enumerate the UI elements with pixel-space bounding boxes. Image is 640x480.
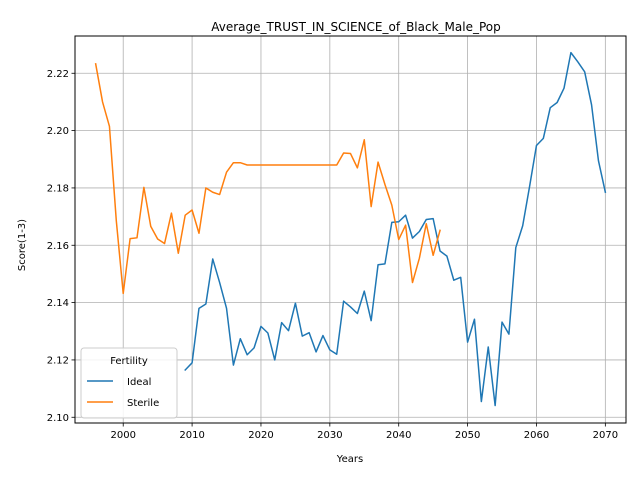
y-axis-label: Score(1-3)	[17, 219, 28, 271]
chart-title: Average_TRUST_IN_SCIENCE_of_Black_Male_P…	[211, 20, 500, 34]
y-axis-ticks: 2.10 2.12 2.14 2.16 2.18 2.20 2.22	[47, 69, 75, 424]
y-tick-label: 2.10	[47, 413, 69, 424]
x-axis-label: Years	[336, 454, 363, 465]
series-line-sterile	[94, 62, 441, 295]
x-tick-label: 2070	[593, 430, 618, 441]
series-lines	[94, 51, 607, 407]
y-tick-label: 2.14	[47, 298, 69, 309]
x-tick-label: 2060	[524, 430, 549, 441]
legend-items: Ideal Sterile	[87, 377, 159, 409]
series-line-ideal	[184, 51, 607, 407]
x-tick-label: 2010	[179, 430, 204, 441]
plot-frame	[74, 35, 627, 424]
x-tick-label: 2000	[110, 430, 135, 441]
x-tick-label: 2020	[248, 430, 273, 441]
y-tick-label: 2.22	[47, 69, 69, 80]
x-tick-label: 2050	[455, 430, 480, 441]
legend-label-sterile: Sterile	[127, 398, 159, 409]
grid-lines	[75, 36, 626, 423]
y-tick-label: 2.20	[47, 126, 69, 137]
legend: Fertility Ideal Sterile	[80, 347, 178, 419]
x-tick-label: 2040	[386, 430, 411, 441]
legend-label-ideal: Ideal	[127, 377, 151, 388]
y-tick-label: 2.18	[47, 183, 69, 194]
y-tick-label: 2.16	[47, 241, 69, 252]
x-axis-ticks: 2000 2010 2020 2030 2040 2050 2060 2070	[110, 423, 618, 441]
y-tick-label: 2.12	[47, 355, 69, 366]
x-tick-label: 2030	[317, 430, 342, 441]
legend-box	[80, 347, 178, 419]
legend-title: Fertility	[110, 356, 148, 367]
